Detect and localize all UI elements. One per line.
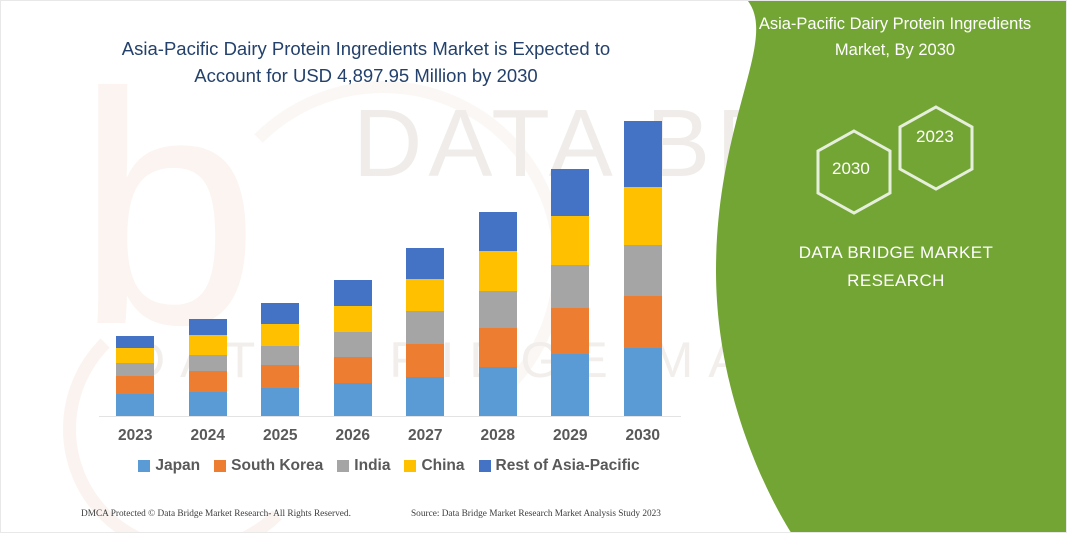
- brand-name: DATA BRIDGE MARKET RESEARCH: [746, 239, 1046, 295]
- chart-legend: Japan South Korea India China Rest of Asia-P…: [99, 457, 679, 475]
- bar-chart-plot-area: [99, 121, 679, 417]
- bar-segment-japan-2027[interactable]: [406, 377, 445, 417]
- x-axis-line: [99, 416, 681, 417]
- legend-label-india: India: [354, 457, 391, 474]
- bar-column-2025[interactable]: [261, 303, 300, 417]
- bar-segment-india-2027[interactable]: [406, 310, 445, 344]
- chart-title-text-line-2: Account for USD 4,897.95 Million by 2030: [194, 65, 538, 86]
- bar-column-2026[interactable]: [333, 279, 372, 417]
- brand-line-2: RESEARCH: [847, 271, 945, 290]
- bar-segment-china-2028[interactable]: [478, 251, 517, 292]
- x-axis-label-2027: 2027: [408, 427, 443, 444]
- footer: DMCA Protected © Data Bridge Market Rese…: [81, 509, 681, 519]
- bar-segment-china-2025[interactable]: [261, 324, 300, 347]
- legend-swatch-rest-of-asia-pacific: [478, 460, 491, 472]
- bar-segment-japan-2030[interactable]: [623, 348, 662, 417]
- bar-segment-india-2024[interactable]: [188, 354, 227, 372]
- bar-column-2023[interactable]: [116, 335, 155, 417]
- bar-segment-south-korea-2026[interactable]: [333, 356, 372, 384]
- bar-segment-south-korea-2025[interactable]: [261, 365, 300, 389]
- bar-segment-south-korea-2024[interactable]: [188, 371, 227, 392]
- legend-swatch-japan: [138, 460, 151, 472]
- x-axis-label-2023: 2023: [118, 427, 153, 444]
- bar-segment-rest-of-asia-pacific-2029[interactable]: [551, 169, 590, 217]
- panel-title-line-2: Market, By 2030: [834, 41, 956, 59]
- bar-segment-rest-of-asia-pacific-2024[interactable]: [188, 318, 227, 336]
- bar-segment-china-2023[interactable]: [116, 348, 155, 364]
- bar-segment-south-korea-2028[interactable]: [478, 327, 517, 367]
- bar-segment-japan-2028[interactable]: [478, 366, 517, 417]
- legend-label-japan: Japan: [155, 457, 201, 474]
- bar-segment-japan-2025[interactable]: [261, 388, 300, 417]
- legend-item-china[interactable]: China: [404, 457, 465, 475]
- bar-segment-rest-of-asia-pacific-2027[interactable]: [406, 247, 445, 279]
- green-panel-shape: [716, 1, 1066, 532]
- bar-segment-japan-2023[interactable]: [116, 393, 155, 417]
- bar-segment-india-2025[interactable]: [261, 346, 300, 366]
- bar-segment-rest-of-asia-pacific-2023[interactable]: [116, 335, 155, 349]
- x-axis-label-2029: 2029: [553, 427, 588, 444]
- bar-segment-south-korea-2027[interactable]: [406, 343, 445, 378]
- x-axis-label-2028: 2028: [480, 427, 515, 444]
- x-axis-label-2024: 2024: [190, 427, 225, 444]
- bar-segment-china-2029[interactable]: [551, 216, 590, 266]
- brand-line-1: DATA BRIDGE MARKET: [798, 243, 994, 262]
- green-side-panel: Asia-Pacific Dairy Protein Ingredients M…: [696, 1, 1066, 532]
- footer-source: Source: Data Bridge Market Research Mark…: [411, 509, 661, 519]
- legend-label-south-korea: South Korea: [231, 457, 324, 474]
- legend-item-rest-of-asia-pacific[interactable]: Rest of Asia-Pacific: [478, 457, 640, 475]
- legend-swatch-south-korea: [214, 460, 227, 472]
- bar-segment-japan-2024[interactable]: [188, 391, 227, 417]
- bar-column-2028[interactable]: [478, 211, 517, 417]
- bar-segment-india-2026[interactable]: [333, 331, 372, 357]
- hexagon-2023-shape: [898, 105, 974, 191]
- legend-swatch-china: [404, 460, 417, 472]
- footer-copyright: DMCA Protected © Data Bridge Market Rese…: [81, 509, 351, 519]
- hexagon-2023-label: 2023: [916, 127, 954, 146]
- bar-segment-rest-of-asia-pacific-2025[interactable]: [261, 303, 300, 325]
- bar-column-2029[interactable]: [551, 169, 590, 417]
- bar-segment-india-2029[interactable]: [551, 265, 590, 309]
- bar-column-2030[interactable]: [623, 121, 662, 417]
- bar-segment-rest-of-asia-pacific-2028[interactable]: [478, 211, 517, 252]
- bar-segment-south-korea-2023[interactable]: [116, 376, 155, 394]
- bar-column-2024[interactable]: [188, 318, 227, 417]
- hexagon-outlines: [816, 105, 974, 215]
- legend-label-rest-of-asia-pacific: Rest of Asia-Pacific: [495, 457, 640, 474]
- hexagon-2030-label: 2030: [832, 159, 870, 178]
- bar-segment-india-2030[interactable]: [623, 244, 662, 296]
- x-axis-label-2026: 2026: [335, 427, 370, 444]
- hexagon-2030-shape: [816, 129, 892, 215]
- x-axis-label-2025: 2025: [263, 427, 298, 444]
- panel-title: Asia-Pacific Dairy Protein Ingredients M…: [742, 11, 1048, 63]
- hexagon-group: 2023 2030: [776, 101, 1006, 221]
- bar-segment-rest-of-asia-pacific-2026[interactable]: [333, 279, 372, 306]
- legend-item-south-korea[interactable]: South Korea: [214, 457, 323, 475]
- chart-title-text-line-1: Asia-Pacific Dairy Protein Ingredients M…: [121, 38, 611, 59]
- bar-segment-india-2023[interactable]: [116, 363, 155, 377]
- legend-item-japan[interactable]: Japan: [138, 457, 200, 475]
- bar-segment-japan-2029[interactable]: [551, 354, 590, 417]
- bar-segment-china-2027[interactable]: [406, 278, 445, 311]
- bar-segment-china-2030[interactable]: [623, 187, 662, 245]
- legend-label-china: China: [421, 457, 465, 474]
- chart-title: Asia-Pacific Dairy Protein Ingredients M…: [61, 35, 671, 89]
- bar-column-2027[interactable]: [406, 247, 445, 417]
- bar-segment-south-korea-2030[interactable]: [623, 295, 662, 349]
- legend-swatch-india: [337, 460, 350, 472]
- bar-segment-india-2028[interactable]: [478, 291, 517, 328]
- panel-title-line-1: Asia-Pacific Dairy Protein Ingredients: [758, 15, 1032, 33]
- bar-segment-rest-of-asia-pacific-2030[interactable]: [623, 121, 662, 188]
- bar-segment-china-2024[interactable]: [188, 335, 227, 355]
- legend-item-india[interactable]: India: [337, 457, 390, 475]
- x-axis-tick-labels: 2023 2024 2025 2026 2027 2028 2029 2030: [99, 427, 679, 451]
- x-axis-label-2030: 2030: [625, 427, 660, 444]
- bar-segment-china-2026[interactable]: [333, 305, 372, 332]
- bar-segment-south-korea-2029[interactable]: [551, 308, 590, 355]
- bar-segment-japan-2026[interactable]: [333, 383, 372, 417]
